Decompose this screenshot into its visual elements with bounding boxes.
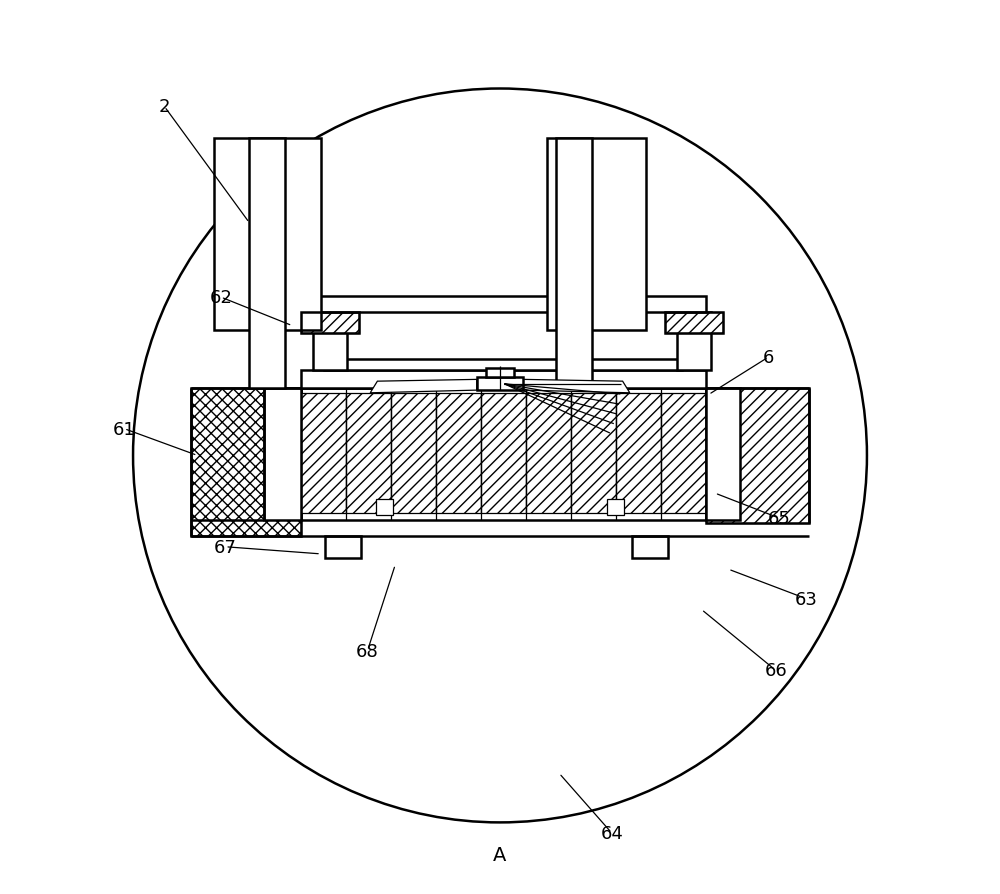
Text: 65: 65 [768,510,791,527]
Bar [249,139,285,389]
Bar [526,393,571,513]
Bar [376,500,393,516]
Text: 68: 68 [356,642,379,660]
Bar [477,377,523,391]
Bar [571,393,616,513]
Text: 66: 66 [764,662,787,679]
Bar [324,359,682,371]
Bar [706,389,740,520]
Text: A: A [493,845,507,864]
Text: 67: 67 [214,538,237,556]
Bar [556,139,592,389]
Polygon shape [523,380,630,393]
Bar [264,389,301,520]
Text: 63: 63 [795,590,818,608]
Bar [706,389,809,523]
Bar [632,536,668,559]
Bar [191,389,301,536]
Bar [661,393,706,513]
Bar [616,393,661,513]
Bar [481,393,526,513]
Bar [301,371,706,389]
Text: 61: 61 [113,420,135,438]
Bar [301,313,359,333]
Bar [313,313,347,371]
Bar [547,139,646,331]
Bar [391,393,436,513]
Bar [706,389,809,523]
Bar [325,536,361,559]
Bar [301,313,359,333]
Bar [436,393,481,513]
Text: 6: 6 [763,349,774,367]
Bar [191,389,301,536]
Text: 64: 64 [600,824,623,842]
Bar [665,313,723,333]
Polygon shape [370,380,477,393]
Bar [677,313,711,371]
Bar [665,313,723,333]
Bar [607,500,624,516]
Bar [301,297,706,313]
Bar [301,393,346,513]
Text: 62: 62 [209,289,232,307]
Bar [346,393,391,513]
Bar [301,389,706,520]
Bar [486,368,514,377]
Text: 2: 2 [159,98,170,116]
Bar [214,139,321,331]
